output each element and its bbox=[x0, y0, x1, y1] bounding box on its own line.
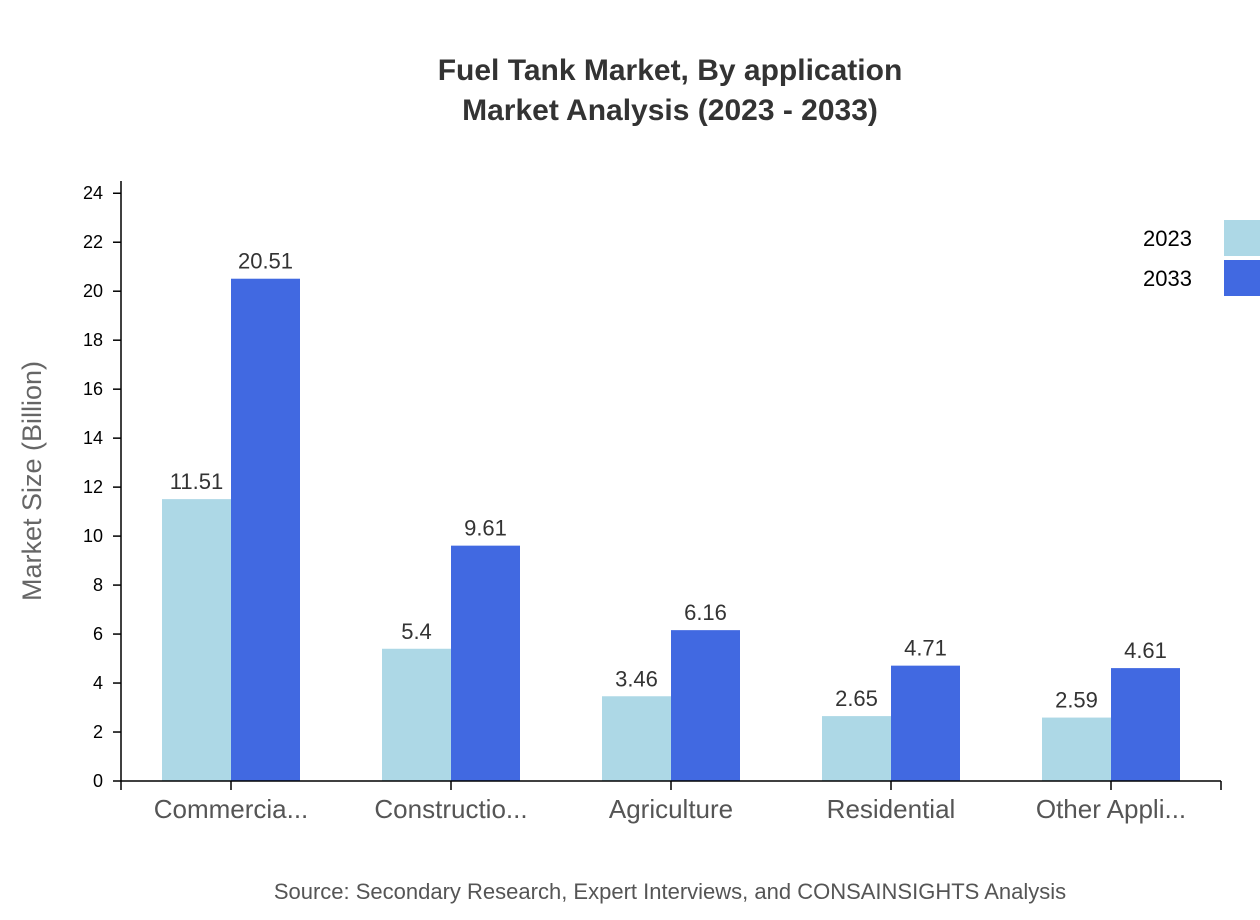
y-tick-label: 22 bbox=[83, 232, 103, 252]
bar-2023-0 bbox=[162, 499, 231, 781]
y-tick-label: 18 bbox=[83, 330, 103, 350]
data-label: 9.61 bbox=[464, 516, 507, 541]
chart-title: Fuel Tank Market, By application bbox=[438, 54, 903, 87]
bar-2033-1 bbox=[451, 545, 520, 781]
bar-2023-1 bbox=[382, 648, 451, 781]
y-tick-label: 24 bbox=[83, 183, 103, 203]
y-tick-label: 2 bbox=[93, 722, 103, 742]
y-tick-label: 16 bbox=[83, 379, 103, 399]
data-label: 11.51 bbox=[170, 469, 223, 494]
y-tick-label: 4 bbox=[93, 673, 103, 693]
y-tick-label: 10 bbox=[83, 526, 103, 546]
y-tick-label: 6 bbox=[93, 624, 103, 644]
y-tick-label: 8 bbox=[93, 575, 103, 595]
data-label: 3.46 bbox=[615, 666, 658, 691]
data-label: 20.51 bbox=[238, 249, 293, 274]
data-label: 2.59 bbox=[1055, 688, 1098, 713]
y-tick-label: 14 bbox=[83, 428, 103, 448]
bars-layer bbox=[162, 278, 1180, 781]
bar-2023-3 bbox=[822, 716, 891, 781]
x-tick-label: Commercia... bbox=[154, 794, 309, 824]
y-axis-label: Market Size (Billion) bbox=[17, 361, 47, 601]
x-tick-label: Other Appli... bbox=[1036, 794, 1186, 824]
bar-2033-0 bbox=[231, 278, 300, 781]
legend-swatch-2023 bbox=[1224, 220, 1260, 256]
bar-2033-4 bbox=[1111, 668, 1180, 781]
y-tick-label: 12 bbox=[83, 477, 103, 497]
bar-2033-2 bbox=[671, 630, 740, 781]
data-label: 4.61 bbox=[1124, 638, 1167, 663]
x-axis-ticks: Commercia... Constructio... Agriculture Res… bbox=[120, 781, 1222, 824]
source-note: Source: Secondary Research, Expert Inter… bbox=[274, 879, 1066, 904]
y-tick-label: 0 bbox=[93, 771, 103, 791]
data-label: 6.16 bbox=[684, 600, 727, 625]
legend-label: 2023 bbox=[1143, 226, 1192, 251]
data-label: 5.4 bbox=[401, 619, 432, 644]
x-tick-label: Agriculture bbox=[609, 794, 733, 824]
x-tick-label: Constructio... bbox=[374, 794, 527, 824]
data-label: 2.65 bbox=[835, 686, 878, 711]
chart-subtitle: Market Analysis (2023 - 2033) bbox=[462, 94, 878, 127]
legend-swatch-2033 bbox=[1224, 260, 1260, 296]
bar-2023-2 bbox=[602, 696, 671, 781]
data-label: 4.71 bbox=[904, 636, 947, 661]
y-tick-label: 20 bbox=[83, 281, 103, 301]
legend-label: 2033 bbox=[1143, 266, 1192, 291]
bar-2023-4 bbox=[1042, 717, 1111, 781]
bar-2033-3 bbox=[891, 665, 960, 781]
x-tick-label: Residential bbox=[827, 794, 956, 824]
value-labels-layer: 11.51 20.51 5.4 9.61 3.46 6.16 2.65 4.71 2.59 4.6… bbox=[170, 249, 1167, 713]
legend: 2023 2033 bbox=[1143, 220, 1260, 296]
